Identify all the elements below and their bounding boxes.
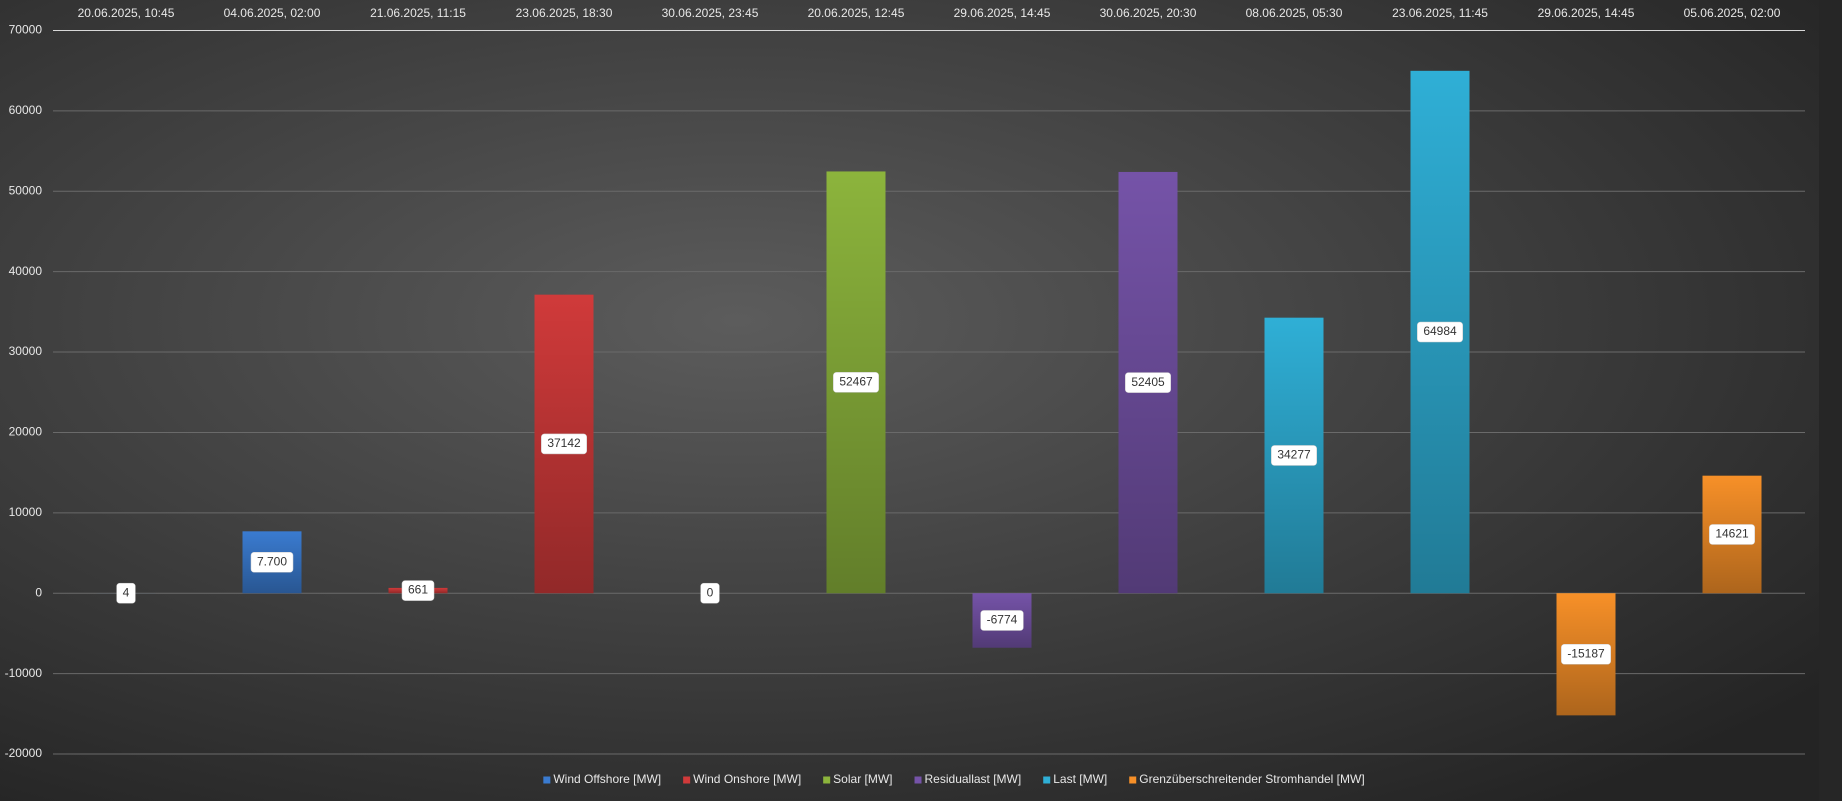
legend-swatch [543, 776, 551, 784]
legend-label: Wind Offshore [MW] [553, 772, 661, 786]
y-tick-label: 20000 [9, 425, 43, 439]
data-label-box [1561, 644, 1611, 665]
data-label: 4 [123, 585, 130, 599]
x-tick-label: 29.06.2025, 14:45 [1538, 6, 1635, 20]
legend-label: Grenzüberschreitender Stromhandel [MW] [1139, 772, 1364, 786]
x-tick-label: 05.06.2025, 02:00 [1684, 6, 1781, 20]
x-tick-label: 23.06.2025, 11:45 [1392, 6, 1488, 20]
x-tick-label: 30.06.2025, 23:45 [662, 6, 759, 20]
legend-swatch [823, 776, 831, 784]
data-label-box [700, 582, 720, 604]
legend: Wind Offshore [MW] Wind Onshore [MW] Solar… [543, 772, 1365, 786]
data-label: 7.700 [257, 554, 287, 568]
y-tick-label: 70000 [9, 23, 43, 37]
data-label: 64984 [1423, 324, 1457, 338]
y-tick-label: 40000 [9, 264, 43, 278]
data-label-box [116, 582, 136, 604]
y-tick-label: 30000 [9, 344, 43, 358]
y-tick-label: -10000 [5, 666, 43, 680]
legend-label: Residuallast [MW] [925, 772, 1022, 786]
x-tick-label: 20.06.2025, 12:45 [808, 6, 905, 20]
data-label-box [541, 433, 587, 455]
data-label: 37142 [547, 436, 581, 450]
x-tick-label: 08.06.2025, 05:30 [1246, 6, 1343, 20]
y-tick-label: 50000 [9, 183, 43, 197]
data-labels: 4 7.700 661 37142 0 52467 -6774 52405 34277 64984… [116, 321, 1755, 665]
legend-swatch [1129, 776, 1137, 784]
x-tick-label: 29.06.2025, 14:45 [954, 6, 1051, 20]
legend-swatch [1043, 776, 1051, 784]
legend-swatch [683, 776, 691, 784]
y-tick-label: 0 [35, 585, 42, 599]
data-label-box [980, 610, 1024, 631]
data-label: 52405 [1131, 375, 1165, 389]
x-tick-label: 20.06.2025, 10:45 [78, 6, 175, 20]
x-tick-label: 30.06.2025, 20:30 [1100, 6, 1197, 20]
data-label: 34277 [1277, 448, 1311, 462]
data-label-box [1125, 372, 1171, 393]
x-tick-label: 04.06.2025, 02:00 [224, 6, 321, 20]
y-tick-label: 10000 [9, 505, 43, 519]
legend-label: Wind Onshore [MW] [693, 772, 801, 786]
y-tick-label: 60000 [9, 103, 43, 117]
legend-label: Solar [MW] [833, 772, 892, 786]
data-label: 661 [408, 583, 428, 597]
data-label: 52467 [839, 375, 873, 389]
data-label-box [1709, 524, 1755, 545]
data-label-box [401, 580, 435, 601]
y-tick-label: -20000 [5, 746, 43, 760]
data-label-box [1271, 445, 1317, 466]
x-tick-label: 23.06.2025, 18:30 [516, 6, 613, 20]
x-tick-label: 21.06.2025, 11:15 [370, 6, 466, 20]
data-label-box [833, 372, 879, 393]
grid: -20000 -10000 0 10000 20000 30000 40000 50000 60… [5, 6, 1805, 760]
legend-label: Last [MW] [1053, 772, 1107, 786]
data-label-box [250, 552, 294, 573]
data-label: 14621 [1715, 527, 1749, 541]
legend-swatch [914, 776, 922, 784]
side-strip [1819, 0, 1842, 801]
data-label: 0 [707, 585, 714, 599]
data-label: -6774 [987, 613, 1018, 627]
data-label: -15187 [1567, 646, 1605, 660]
data-label-box [1417, 321, 1463, 343]
